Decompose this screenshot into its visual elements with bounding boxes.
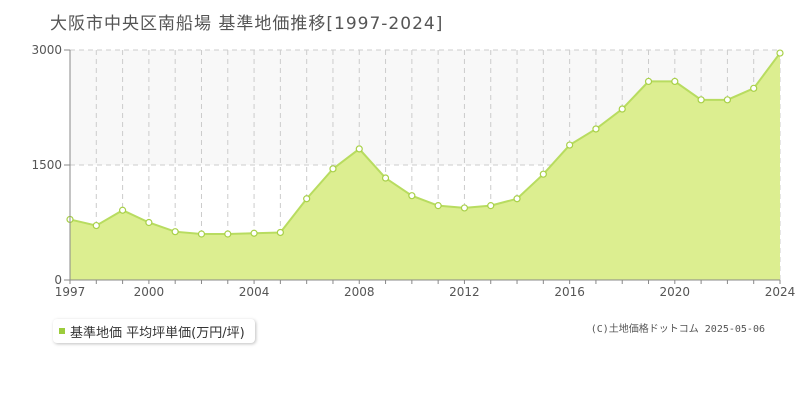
x-tick-label: 2008 bbox=[344, 285, 375, 299]
marker-layer bbox=[66, 49, 784, 238]
x-tick-label: 1997 bbox=[55, 285, 86, 299]
x-tick-label: 2020 bbox=[660, 285, 691, 299]
data-point bbox=[644, 77, 653, 86]
legend-label: 基準地価 平均坪単価(万円/坪) bbox=[70, 325, 245, 341]
data-point bbox=[539, 170, 547, 178]
x-tick-label: 2024 bbox=[765, 285, 796, 299]
data-point bbox=[592, 125, 600, 133]
data-point bbox=[329, 165, 337, 173]
data-point bbox=[92, 221, 100, 230]
y-tick-label: 0 bbox=[54, 273, 62, 287]
data-point bbox=[487, 202, 495, 210]
chart-title: 大阪市中央区南船場 基準地価推移[1997-2024] bbox=[50, 14, 444, 34]
legend: 基準地価 平均坪単価(万円/坪) bbox=[53, 319, 255, 343]
data-point bbox=[697, 96, 705, 104]
data-point bbox=[276, 228, 284, 237]
data-point bbox=[171, 228, 179, 236]
data-point bbox=[566, 141, 574, 149]
data-point bbox=[671, 77, 679, 86]
series-area bbox=[70, 53, 780, 280]
data-point bbox=[776, 49, 784, 57]
data-point bbox=[145, 218, 153, 227]
y-tick-label: 1500 bbox=[31, 158, 62, 172]
data-point bbox=[303, 195, 311, 203]
data-point bbox=[618, 105, 626, 113]
data-point bbox=[434, 202, 442, 210]
data-point bbox=[197, 230, 206, 238]
data-point bbox=[723, 96, 732, 104]
series-line bbox=[69, 52, 781, 235]
x-tick-label: 2000 bbox=[134, 285, 165, 299]
data-point bbox=[355, 145, 363, 153]
tick-layer: 0 1500 3000 1997 2000 2004 2008 2012 2016 2020 202… bbox=[31, 43, 795, 299]
x-tick-label: 2004 bbox=[239, 285, 270, 299]
data-point bbox=[750, 84, 758, 92]
data-point bbox=[381, 174, 390, 182]
data-point bbox=[118, 206, 127, 214]
legend-swatch bbox=[59, 328, 65, 334]
data-point bbox=[460, 204, 469, 212]
data-point bbox=[250, 229, 258, 237]
x-tick-label: 2012 bbox=[449, 285, 480, 299]
data-point bbox=[224, 230, 232, 238]
y-tick-label: 3000 bbox=[31, 43, 62, 57]
data-point bbox=[408, 192, 416, 200]
copyright-text: (C)土地価格ドットコム 2025-05-06 bbox=[590, 324, 765, 335]
data-point bbox=[513, 195, 521, 203]
x-tick-label: 2016 bbox=[554, 285, 585, 299]
